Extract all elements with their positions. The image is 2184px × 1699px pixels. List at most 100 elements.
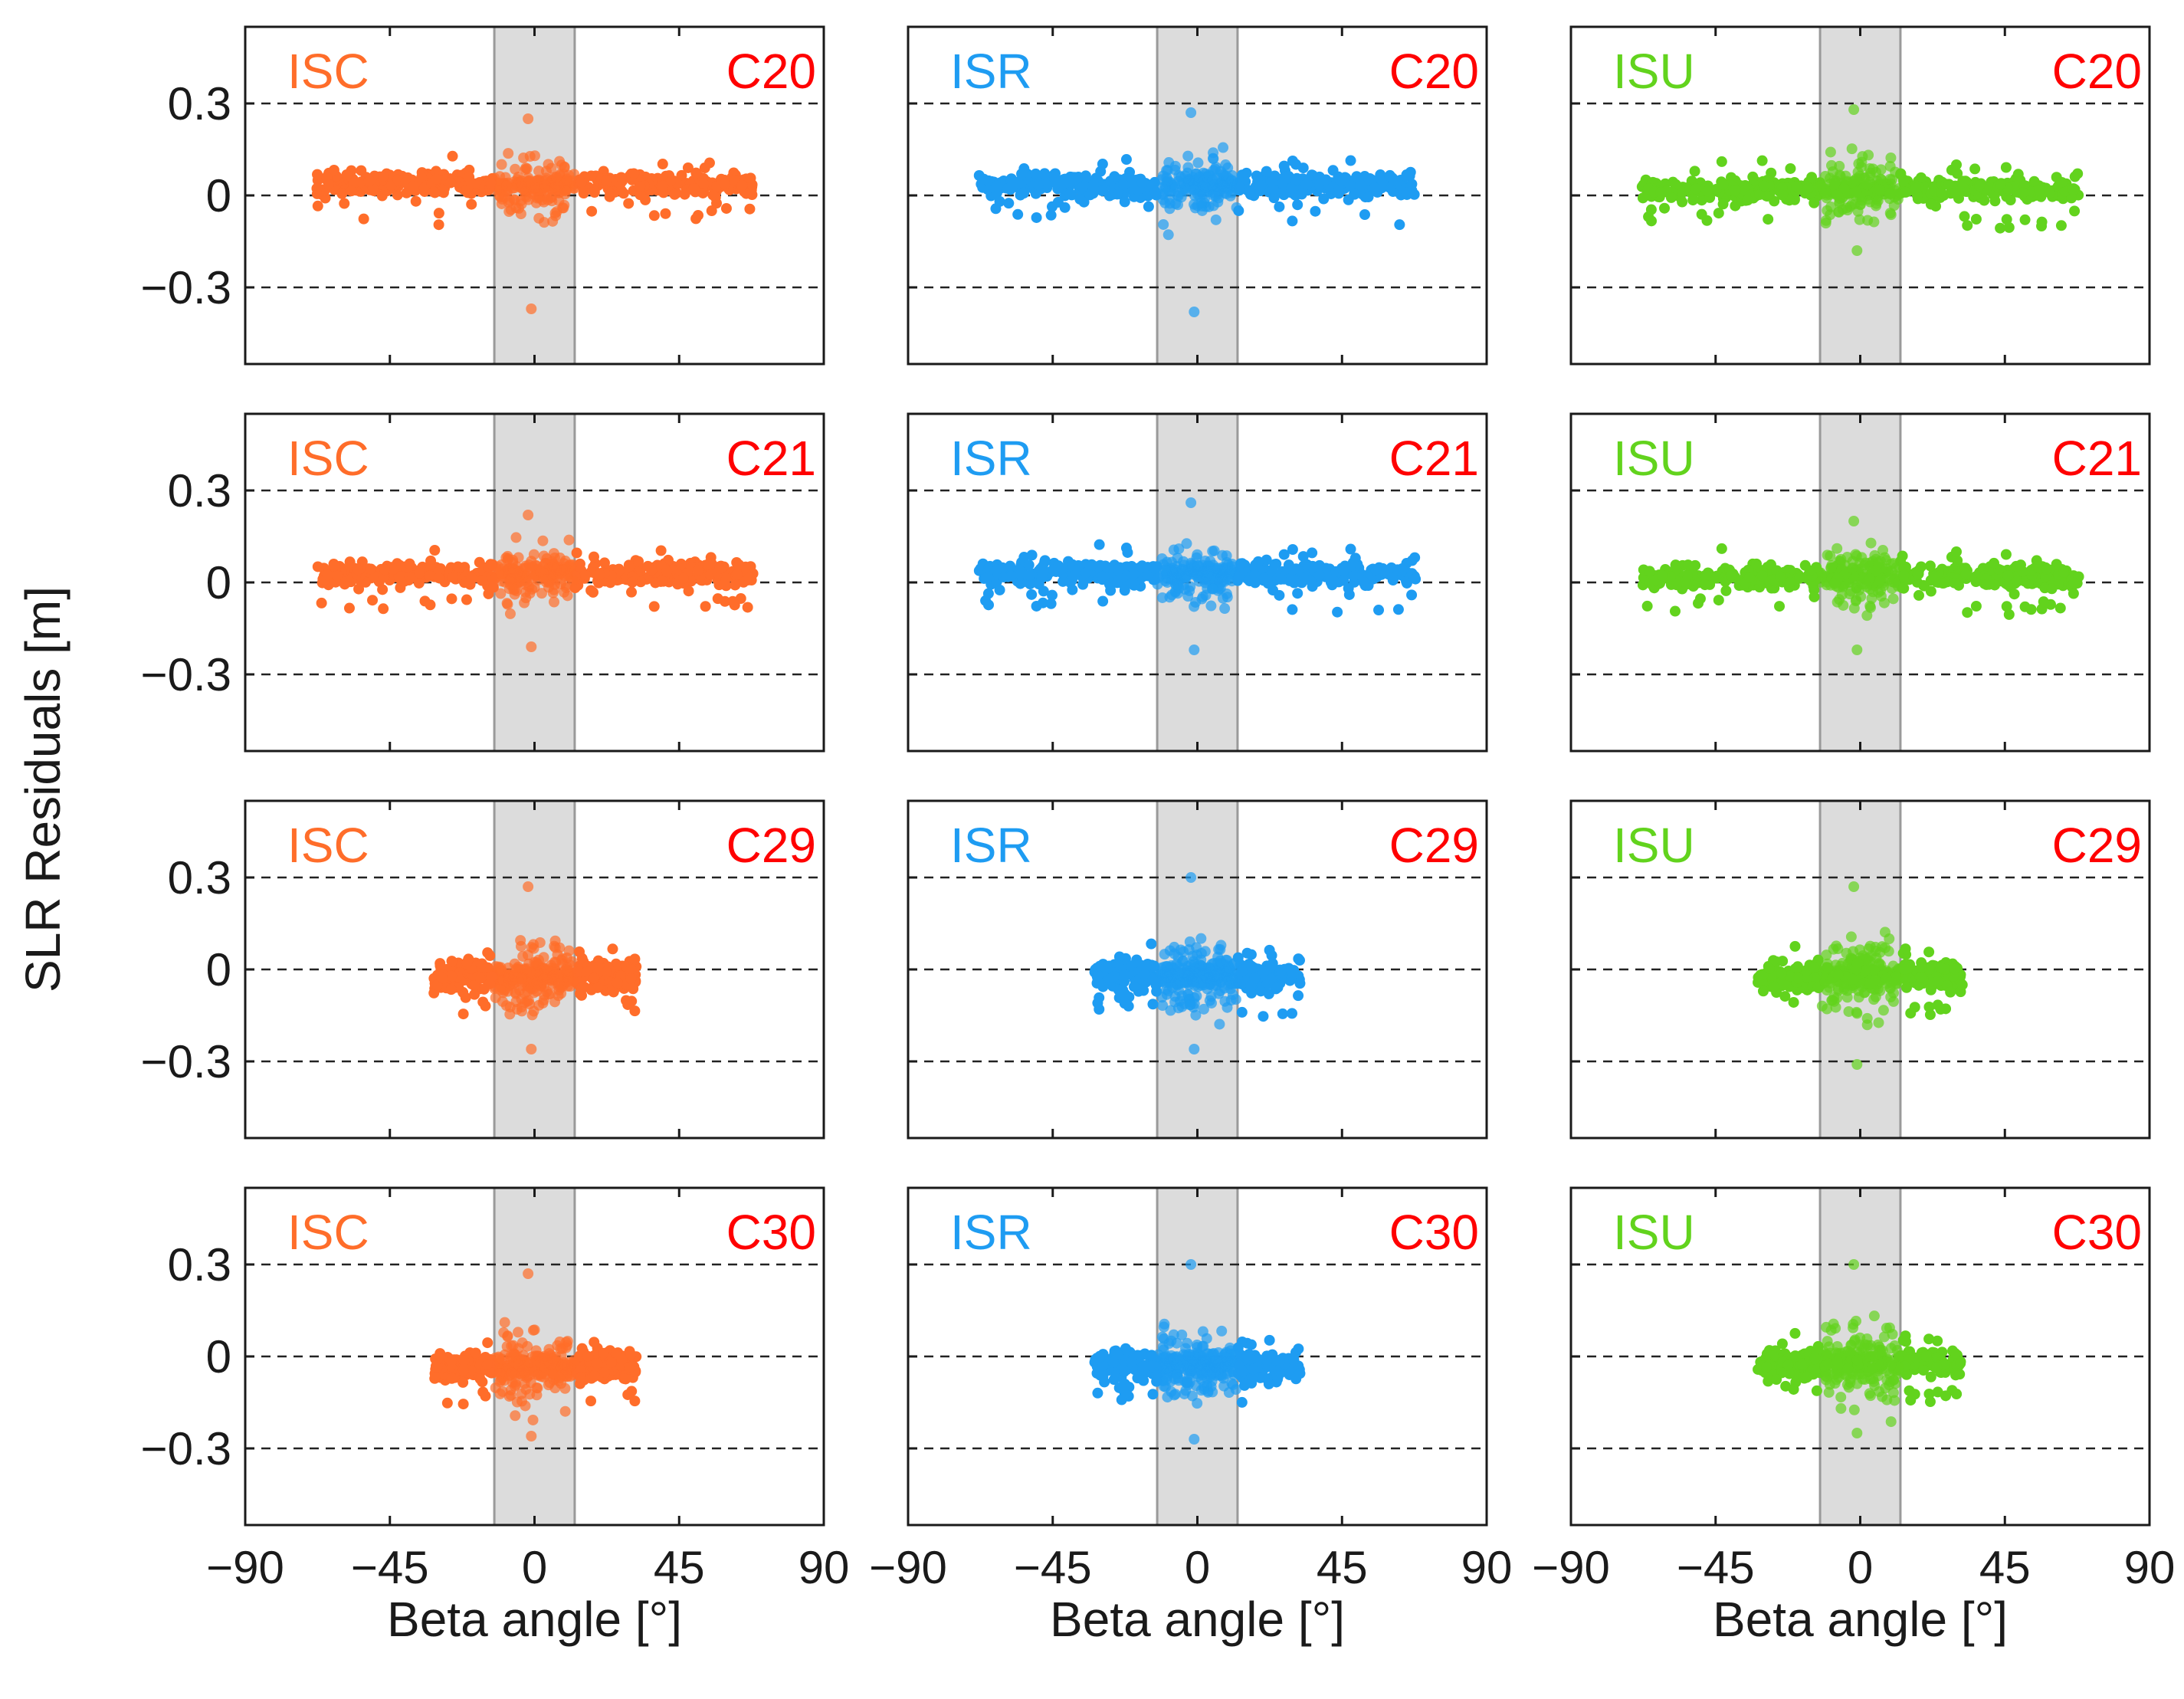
data-point bbox=[469, 989, 480, 1000]
data-point bbox=[1682, 559, 1694, 571]
data-point bbox=[1730, 185, 1741, 196]
data-point bbox=[1158, 218, 1169, 230]
data-point bbox=[1074, 193, 1086, 205]
data-point bbox=[1829, 578, 1841, 589]
data-point bbox=[1269, 170, 1281, 182]
data-point bbox=[343, 602, 355, 614]
data-point bbox=[1196, 593, 1208, 605]
data-point bbox=[635, 181, 646, 192]
data-point bbox=[1696, 208, 1707, 220]
data-point bbox=[1003, 198, 1015, 209]
data-point bbox=[521, 963, 533, 975]
data-point bbox=[1345, 155, 1356, 166]
data-point bbox=[588, 551, 599, 563]
data-point bbox=[510, 532, 522, 543]
data-point bbox=[1182, 150, 1194, 162]
data-point bbox=[2068, 588, 2079, 599]
data-point bbox=[676, 169, 687, 181]
data-point bbox=[1222, 574, 1234, 585]
data-point bbox=[576, 176, 587, 188]
data-point bbox=[1045, 209, 1057, 221]
data-point bbox=[1189, 307, 1200, 317]
data-point bbox=[1058, 576, 1069, 587]
model-label: ISR bbox=[950, 818, 1032, 873]
data-point bbox=[1286, 1008, 1297, 1019]
data-point bbox=[521, 163, 533, 175]
satellite-label: C21 bbox=[1389, 431, 1479, 486]
data-point bbox=[742, 602, 753, 613]
data-point bbox=[1159, 181, 1171, 192]
data-point bbox=[1898, 582, 1910, 594]
data-point bbox=[1147, 999, 1159, 1010]
data-point bbox=[410, 195, 421, 207]
data-point bbox=[408, 181, 419, 192]
data-point bbox=[585, 585, 597, 596]
data-point bbox=[523, 113, 534, 124]
data-point bbox=[1032, 179, 1044, 191]
data-point bbox=[657, 180, 669, 192]
data-point bbox=[1831, 543, 1843, 554]
data-point bbox=[1887, 174, 1898, 185]
data-point bbox=[2055, 220, 2067, 231]
data-point bbox=[677, 572, 689, 584]
data-point bbox=[549, 935, 561, 946]
data-point bbox=[561, 175, 572, 186]
data-point bbox=[563, 534, 575, 546]
data-point bbox=[1301, 179, 1313, 190]
data-point bbox=[1112, 565, 1123, 576]
data-point bbox=[1856, 156, 1868, 168]
data-point bbox=[1031, 212, 1042, 223]
data-point bbox=[1119, 969, 1130, 981]
data-point bbox=[1852, 205, 1864, 217]
data-point bbox=[551, 171, 562, 182]
data-point bbox=[518, 153, 530, 164]
data-point bbox=[431, 166, 442, 177]
data-point bbox=[519, 579, 530, 590]
data-point bbox=[1159, 576, 1171, 587]
data-point bbox=[1161, 989, 1172, 1000]
data-point bbox=[657, 159, 668, 170]
model-label: ISC bbox=[287, 44, 369, 99]
data-point bbox=[1033, 579, 1044, 590]
data-point bbox=[1160, 967, 1172, 979]
y-tick-label: −0.3 bbox=[141, 262, 231, 313]
data-point bbox=[339, 198, 350, 209]
y-tick-label: 0 bbox=[206, 557, 231, 608]
data-point bbox=[703, 157, 715, 169]
data-point bbox=[1236, 1006, 1248, 1018]
data-point bbox=[1834, 594, 1845, 605]
data-point bbox=[352, 564, 363, 576]
data-point bbox=[424, 570, 435, 582]
data-point bbox=[1846, 143, 1858, 155]
data-point bbox=[1207, 153, 1218, 164]
data-point bbox=[700, 601, 711, 612]
data-point bbox=[1215, 943, 1226, 955]
data-point bbox=[2003, 221, 2015, 233]
data-point bbox=[1637, 192, 1648, 204]
data-point bbox=[2012, 576, 2023, 587]
data-point bbox=[1359, 209, 1370, 221]
data-point bbox=[379, 564, 391, 576]
data-point bbox=[1962, 607, 1973, 618]
data-point bbox=[601, 966, 612, 977]
data-point bbox=[1277, 177, 1288, 189]
data-point bbox=[1898, 175, 1910, 187]
data-point bbox=[529, 182, 540, 193]
data-point bbox=[1717, 179, 1729, 190]
data-point bbox=[1210, 966, 1222, 977]
data-point bbox=[1962, 220, 1973, 231]
data-point bbox=[1866, 592, 1877, 604]
data-point bbox=[1949, 577, 1960, 589]
data-point bbox=[1644, 566, 1655, 577]
data-point bbox=[2072, 168, 2084, 179]
data-point bbox=[1100, 963, 1111, 974]
y-tick-label: 0 bbox=[206, 170, 231, 221]
data-point bbox=[1015, 568, 1026, 579]
data-point bbox=[1142, 570, 1153, 582]
data-point bbox=[1293, 990, 1304, 1002]
data-point bbox=[312, 200, 323, 212]
data-point bbox=[1820, 215, 1831, 226]
data-point bbox=[642, 560, 654, 572]
